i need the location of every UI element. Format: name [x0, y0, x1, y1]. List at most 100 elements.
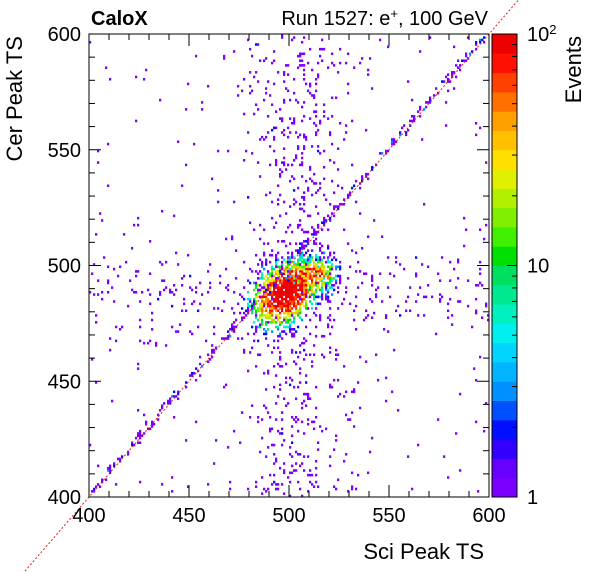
heatmap-bin	[213, 307, 216, 310]
heatmap-bin	[109, 77, 112, 81]
heatmap-bin	[273, 346, 276, 350]
heatmap-bin	[285, 281, 288, 285]
heatmap-bin	[297, 311, 300, 315]
heatmap-bin	[291, 281, 294, 285]
heatmap-bin	[351, 390, 354, 394]
heatmap-bin	[325, 293, 328, 296]
heatmap-bin	[295, 265, 298, 269]
heatmap-bin	[341, 302, 344, 306]
heatmap-bin	[319, 302, 322, 306]
heatmap-bin	[201, 101, 204, 104]
heatmap-bin	[145, 422, 148, 426]
heatmap-bin	[169, 399, 172, 403]
heatmap-bin	[261, 265, 264, 269]
heatmap-bin	[317, 212, 320, 215]
heatmap-bin	[257, 307, 260, 310]
heatmap-bin	[285, 304, 288, 308]
heatmap-bin	[465, 228, 468, 232]
heatmap-bin	[307, 295, 310, 299]
heatmap-bin	[273, 300, 276, 303]
heatmap-bin	[235, 249, 238, 252]
heatmap-bin	[107, 265, 110, 269]
heatmap-bin	[269, 473, 272, 477]
heatmap-bin	[295, 295, 298, 299]
heatmap-bin	[225, 337, 228, 340]
heatmap-bin	[315, 334, 318, 338]
heatmap-bin	[329, 251, 332, 255]
heatmap-bin	[413, 119, 416, 123]
heatmap-bin	[95, 485, 98, 488]
heatmap-bin	[285, 302, 288, 306]
heatmap-bin	[291, 307, 294, 310]
heatmap-bin	[309, 258, 312, 262]
heatmap-bin	[305, 293, 308, 296]
heatmap-bin	[337, 353, 340, 357]
heatmap-bin	[335, 267, 338, 271]
heatmap-bin	[285, 230, 288, 234]
heatmap-bin	[287, 267, 290, 271]
heatmap-bin	[243, 159, 246, 162]
heatmap-bin	[267, 316, 270, 319]
heatmap-bin	[419, 105, 422, 109]
heatmap-bin	[337, 290, 340, 294]
heatmap-bin	[271, 249, 274, 252]
heatmap-bin	[329, 267, 332, 271]
heatmap-bin	[299, 202, 302, 206]
heatmap-bin	[257, 295, 260, 299]
heatmap-bin	[189, 330, 192, 333]
heatmap-bin	[315, 459, 318, 463]
heatmap-bin	[305, 138, 308, 141]
heatmap-bin	[271, 443, 274, 447]
heatmap-bin	[463, 244, 466, 248]
heatmap-bin	[277, 339, 280, 343]
heatmap-bin	[315, 263, 318, 266]
color-scale-swatch	[492, 53, 517, 74]
heatmap-bin	[251, 304, 254, 308]
heatmap-bin	[297, 302, 300, 306]
heatmap-bin	[213, 462, 216, 465]
heatmap-bin	[339, 281, 342, 285]
heatmap-bin	[313, 121, 316, 125]
heatmap-bin	[355, 328, 358, 331]
heatmap-bin	[349, 191, 352, 194]
heatmap-bin	[287, 89, 290, 93]
color-scale-swatch	[492, 284, 517, 305]
heatmap-bin	[317, 145, 320, 148]
heatmap-bin	[283, 258, 286, 262]
heatmap-bin	[271, 293, 274, 296]
heatmap-bin	[293, 311, 296, 315]
heatmap-bin	[305, 314, 308, 317]
heatmap-bin	[273, 290, 276, 294]
heatmap-bin	[273, 385, 276, 389]
heatmap-bin	[301, 256, 304, 259]
heatmap-bin	[425, 295, 428, 299]
heatmap-bin	[233, 200, 236, 204]
heatmap-bin	[281, 281, 284, 285]
heatmap-bin	[103, 256, 106, 259]
heatmap-bin	[269, 272, 272, 276]
heatmap-bin	[375, 295, 378, 299]
heatmap-bin	[309, 267, 312, 271]
heatmap-bin	[281, 290, 284, 294]
x-tick-label: 400	[72, 505, 105, 527]
heatmap-bin	[307, 281, 310, 285]
heatmap-bin	[299, 54, 302, 58]
heatmap-bin	[277, 304, 280, 308]
heatmap-bin	[291, 334, 294, 338]
heatmap-bin	[279, 295, 282, 299]
heatmap-bin	[465, 59, 468, 63]
heatmap-bin	[263, 242, 266, 245]
heatmap-bin	[325, 427, 328, 431]
heatmap-bin	[273, 226, 276, 229]
heatmap-bin	[485, 161, 488, 164]
heatmap-bin	[259, 316, 262, 319]
heatmap-bin	[283, 318, 286, 322]
heatmap-bin	[313, 272, 316, 276]
heatmap-bin	[247, 304, 250, 308]
heatmap-bin	[285, 293, 288, 296]
heatmap-bin	[389, 295, 392, 299]
heatmap-bin	[277, 295, 280, 299]
heatmap-bin	[259, 450, 262, 454]
heatmap-bin	[481, 316, 484, 319]
heatmap-bin	[257, 284, 260, 287]
